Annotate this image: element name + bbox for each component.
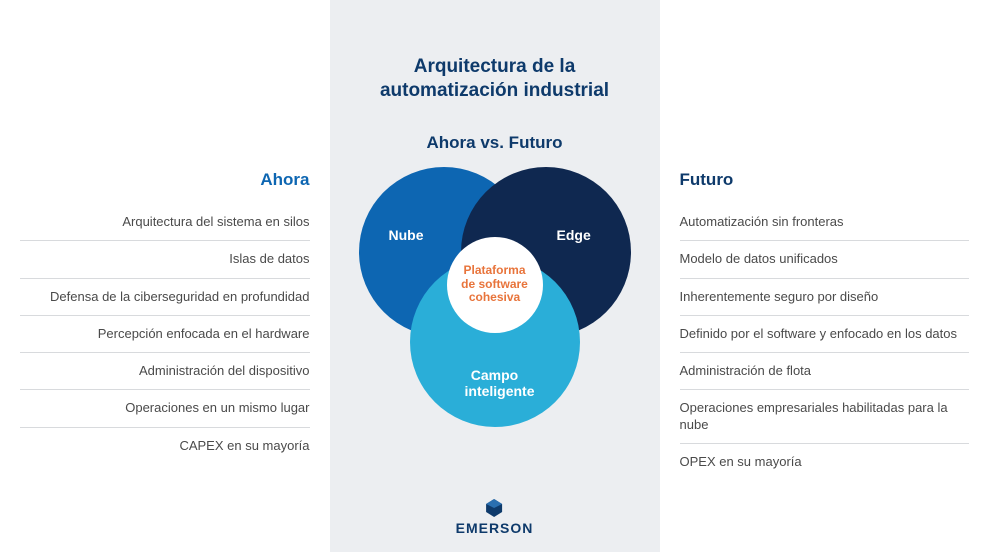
list-item: Islas de datos (20, 241, 310, 278)
list-item: Administración del dispositivo (20, 353, 310, 390)
venn-center: Plataforma de software cohesiva (447, 237, 543, 333)
venn-label-campo: Campo inteligente (465, 367, 525, 401)
list-item: Arquitectura del sistema en silos (20, 204, 310, 241)
futuro-column: Futuro Automatización sin fronteras Mode… (660, 0, 989, 552)
main-title-line2: automatización industrial (380, 80, 609, 101)
ahora-title: Ahora (260, 170, 309, 190)
list-item: Percepción enfocada en el hardware (20, 316, 310, 353)
subtitle: Ahora vs. Futuro (426, 133, 562, 153)
main-title: Arquitectura de la automatización indust… (380, 55, 609, 103)
list-item: Modelo de datos unificados (680, 241, 970, 278)
venn-label-campo-l1: Campo (471, 367, 518, 383)
center-panel: Arquitectura de la automatización indust… (330, 0, 660, 552)
list-item: CAPEX en su mayoría (20, 428, 310, 464)
venn-label-edge: Edge (557, 227, 591, 244)
list-item: Administración de flota (680, 353, 970, 390)
brand-block: EMERSON (456, 498, 534, 536)
ahora-column: Ahora Arquitectura del sistema en silos … (0, 0, 330, 552)
venn-diagram: Plataforma de software cohesiva Nube Edg… (355, 167, 635, 437)
list-item: OPEX en su mayoría (680, 444, 970, 480)
venn-center-line3: cohesiva (469, 290, 520, 304)
brand-text: EMERSON (456, 520, 534, 536)
list-item: Automatización sin fronteras (680, 204, 970, 241)
list-item: Defensa de la ciberseguridad en profundi… (20, 279, 310, 316)
list-item: Operaciones en un mismo lugar (20, 390, 310, 427)
venn-center-line2: de software (461, 277, 528, 291)
ahora-list: Arquitectura del sistema en silos Islas … (20, 204, 310, 464)
main-title-line1: Arquitectura de la (414, 56, 576, 77)
infographic-root: Ahora Arquitectura del sistema en silos … (0, 0, 989, 552)
list-item: Definido por el software y enfocado en l… (680, 316, 970, 353)
futuro-title: Futuro (680, 170, 734, 190)
list-item: Operaciones empresariales habilitadas pa… (680, 390, 970, 444)
list-item: Inherentemente seguro por diseño (680, 279, 970, 316)
venn-label-nube: Nube (389, 227, 424, 244)
futuro-list: Automatización sin fronteras Modelo de d… (680, 204, 970, 480)
brand-icon (484, 498, 504, 518)
venn-center-label: Plataforma de software cohesiva (457, 264, 532, 305)
venn-center-line1: Plataforma (463, 263, 525, 277)
venn-label-campo-l2: inteligente (465, 383, 535, 399)
